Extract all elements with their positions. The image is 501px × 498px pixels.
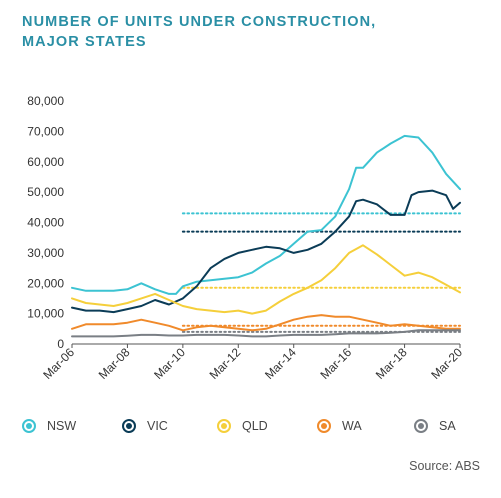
legend-item-wa: WA	[317, 419, 362, 433]
source-note: Source: ABS	[409, 459, 480, 473]
legend-item-sa: SA	[414, 419, 456, 433]
legend-dot-icon	[126, 423, 132, 429]
x-tick-label: Mar-16	[317, 345, 354, 382]
y-tick-label: 0	[57, 337, 64, 351]
legend-dot-icon	[221, 423, 227, 429]
legend-label: QLD	[242, 419, 268, 433]
legend-label: NSW	[47, 419, 77, 433]
legend-label: VIC	[147, 419, 168, 433]
y-tick-label: 40,000	[27, 216, 64, 230]
legend-marker-icon	[22, 419, 36, 433]
series-line-sa	[71, 329, 461, 338]
legend-marker-icon	[317, 419, 331, 433]
y-tick-label: 20,000	[27, 276, 64, 290]
x-tick-label: Mar-08	[96, 345, 133, 382]
legend-dot-icon	[321, 423, 327, 429]
x-tick-label: Mar-20	[428, 345, 465, 382]
x-tick-label: Mar-18	[373, 345, 410, 382]
y-tick-label: 70,000	[27, 124, 64, 138]
legend-marker-icon	[217, 419, 231, 433]
y-tick-label: 10,000	[27, 307, 64, 321]
legend-label: WA	[342, 419, 362, 433]
x-tick-label: Mar-12	[207, 345, 244, 382]
legend-dot-icon	[26, 423, 32, 429]
series-line-nsw	[71, 134, 461, 295]
x-tick-label: Mar-14	[262, 345, 299, 382]
chart-title-line-2: MAJOR STATES	[22, 34, 147, 50]
series-line-qld	[71, 244, 461, 315]
legend-item-vic: VIC	[122, 419, 168, 433]
y-tick-label: 60,000	[27, 155, 64, 169]
chart-title: NUMBER OF UNITS UNDER CONSTRUCTION, MAJO…	[22, 12, 376, 52]
chart-title-line-1: NUMBER OF UNITS UNDER CONSTRUCTION,	[22, 14, 377, 30]
legend-marker-icon	[414, 419, 428, 433]
x-tick-label: Mar-10	[151, 345, 188, 382]
y-tick-label: 80,000	[27, 94, 64, 108]
series-line-wa	[71, 314, 461, 332]
legend-marker-icon	[122, 419, 136, 433]
chart-legend: NSW VIC QLD WA SA	[22, 419, 492, 441]
y-tick-label: 30,000	[27, 246, 64, 260]
y-tick-label: 50,000	[27, 185, 64, 199]
legend-item-nsw: NSW	[22, 419, 76, 433]
legend-label: SA	[439, 419, 456, 433]
series-line-vic	[71, 189, 461, 314]
legend-dot-icon	[418, 423, 424, 429]
legend-item-qld: QLD	[217, 419, 268, 433]
